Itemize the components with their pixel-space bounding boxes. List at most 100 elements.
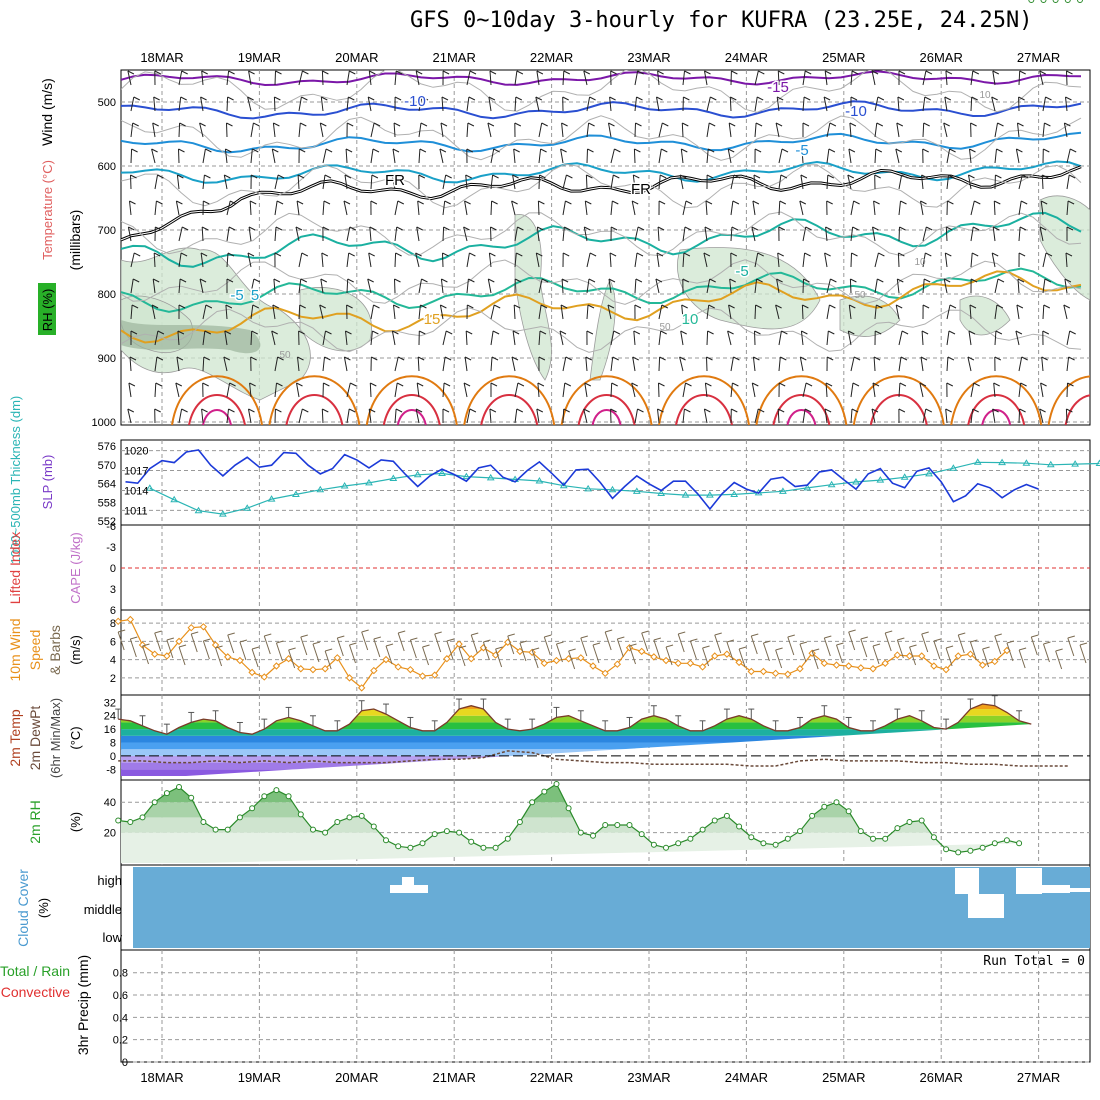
wind-barb-10m-flag bbox=[300, 634, 308, 638]
wind-barb-flag bbox=[1020, 200, 1028, 205]
wind-barb-10m bbox=[933, 640, 941, 660]
thickness-marker bbox=[852, 477, 860, 485]
temp-band bbox=[121, 735, 1032, 743]
wind-barb-flag bbox=[848, 148, 856, 153]
wind-barb-10m-flag bbox=[787, 634, 795, 638]
wind-barb bbox=[826, 278, 831, 294]
rh-2m-marker bbox=[1016, 840, 1023, 847]
wind-barb-flag bbox=[658, 200, 666, 205]
precip-label: 3hr Precip (mm) bbox=[75, 955, 91, 1055]
wind-barb-flag bbox=[753, 174, 761, 179]
wind-speed-marker bbox=[650, 653, 658, 661]
wind-barb bbox=[802, 226, 807, 242]
wind-barb-flag bbox=[755, 122, 763, 127]
wind-barb-flag bbox=[129, 356, 137, 361]
rh-2m-marker bbox=[1077, 0, 1083, 3]
rh-2m-marker bbox=[504, 835, 511, 842]
wind-barb bbox=[634, 408, 638, 424]
wind-barb-flag bbox=[203, 356, 211, 361]
temp-tick-label: 0 bbox=[110, 751, 116, 763]
wind-barb bbox=[514, 382, 519, 398]
wind-barb-flag bbox=[943, 278, 951, 283]
lifted-index-tick-label: 6 bbox=[110, 605, 116, 617]
wind-barb bbox=[658, 174, 661, 190]
wind-barb-flag bbox=[1068, 356, 1075, 361]
wind-speed-marker bbox=[333, 654, 342, 662]
wind-barb bbox=[346, 252, 350, 268]
wind-barb-flag bbox=[898, 408, 906, 413]
slp-label: SLP (mb) bbox=[40, 455, 55, 510]
wind-barb bbox=[297, 174, 300, 190]
wind-barb-10m-flag bbox=[617, 636, 625, 640]
temp-contour-20 bbox=[1047, 375, 1090, 425]
wind-barb-10m-flag bbox=[130, 636, 138, 640]
wind-barb bbox=[898, 174, 903, 190]
wind-barb bbox=[175, 200, 180, 216]
wind-barb bbox=[490, 356, 493, 372]
wind-barb-flag bbox=[729, 278, 736, 283]
wind-barb-flag bbox=[707, 148, 715, 153]
wind-barb bbox=[754, 252, 759, 268]
wind-barb-flag bbox=[538, 356, 546, 361]
thickness-marker bbox=[949, 464, 958, 471]
wind-barb-flag bbox=[512, 330, 520, 335]
wind-barb-flag bbox=[562, 252, 570, 257]
wind-barb-flag bbox=[973, 382, 980, 387]
wind-barb-10m-flag bbox=[446, 638, 455, 642]
rh-2m-marker bbox=[1003, 837, 1010, 844]
rh-2m-marker bbox=[249, 805, 256, 812]
wind-barb-flag bbox=[180, 96, 187, 101]
wind-barb-flag bbox=[827, 174, 835, 179]
wind-barb-flag bbox=[1022, 174, 1029, 179]
wind-barb-flag bbox=[588, 278, 596, 283]
rh-contour bbox=[121, 115, 1082, 161]
wind-barb-flag bbox=[826, 200, 833, 205]
wind-barb-10m bbox=[823, 637, 831, 657]
wind-barb-flag bbox=[850, 96, 858, 101]
wind-barb bbox=[802, 252, 806, 268]
rh-2m-marker bbox=[736, 823, 743, 830]
wind-barb bbox=[682, 200, 687, 216]
wind-barb-flag bbox=[921, 330, 929, 335]
wind-barb-flag bbox=[199, 278, 207, 283]
rh-shading bbox=[121, 247, 311, 401]
rh-2m-marker bbox=[930, 834, 937, 841]
cloud-unit-label: (%) bbox=[36, 898, 51, 918]
wind-barb-flag bbox=[661, 304, 669, 309]
wind-barb-flag bbox=[781, 148, 789, 153]
wind-barb-flag bbox=[901, 174, 908, 179]
wind-barb-flag bbox=[128, 382, 136, 387]
date-label-bottom: 20MAR bbox=[335, 1070, 378, 1085]
wind-barb bbox=[777, 408, 780, 424]
precip-tick-label: 0.8 bbox=[113, 968, 128, 980]
wind-barb bbox=[561, 122, 564, 138]
wind-barb-flag bbox=[516, 408, 524, 413]
wind-barb-10m bbox=[969, 641, 977, 661]
wind-barb bbox=[346, 96, 349, 112]
wind-barb bbox=[850, 382, 854, 398]
wind-barb-flag bbox=[898, 252, 905, 257]
wind-barb-flag bbox=[828, 330, 835, 335]
wind-barb-flag bbox=[823, 96, 831, 101]
wind-barb bbox=[296, 382, 300, 398]
wind-barb-flag bbox=[176, 200, 183, 205]
wind-barb-flag bbox=[1039, 226, 1047, 231]
wind-barb bbox=[1018, 226, 1021, 242]
rh-2m-marker bbox=[151, 799, 158, 806]
wind-barb-flag bbox=[949, 304, 957, 309]
wind-barb bbox=[921, 330, 924, 346]
thickness-label: 1000~500mb Thickness (dm) bbox=[8, 396, 23, 565]
wind-barb-flag bbox=[296, 200, 304, 205]
wind-barb-flag bbox=[202, 382, 209, 387]
wind-barb bbox=[538, 174, 540, 190]
wind-barb bbox=[682, 382, 686, 398]
temp-band bbox=[121, 722, 1032, 730]
wind-barb bbox=[991, 252, 996, 268]
wind-barb-flag bbox=[127, 70, 135, 75]
wind-barb bbox=[777, 70, 780, 86]
wind-barb bbox=[898, 356, 902, 372]
wind-barb-flag bbox=[395, 252, 402, 257]
wind-barb-10m bbox=[190, 633, 198, 653]
wind-barb bbox=[130, 174, 132, 190]
wind-barb-flag bbox=[421, 96, 429, 101]
